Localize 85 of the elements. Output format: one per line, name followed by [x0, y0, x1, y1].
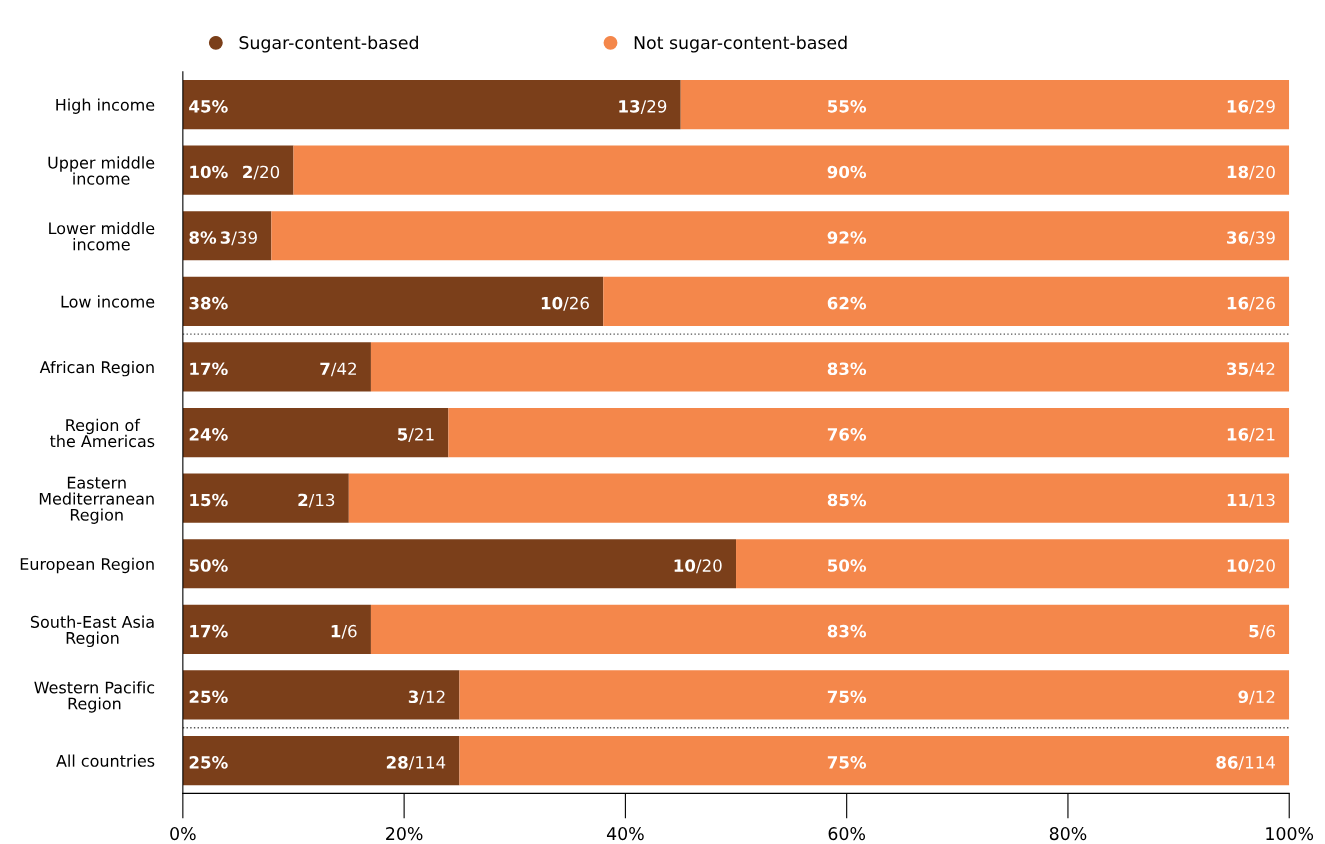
legend-label: Sugar-content-based [239, 35, 418, 53]
annotation: 5/21 [397, 428, 434, 442]
annotation: 2/13 [298, 493, 335, 508]
y-tick-label: Low income [61, 295, 155, 308]
annotation: 1/6 [331, 624, 357, 639]
bar [182, 473, 349, 523]
annotation: 10/20 [1227, 559, 1275, 574]
data-label: 15% [190, 493, 228, 507]
x-tick-label: 60% [828, 827, 866, 841]
bar [680, 79, 1290, 130]
data-label: 50% [189, 559, 228, 572]
bar [182, 604, 371, 654]
y-tick-label: European Region [20, 557, 154, 574]
x-tick-label: 0% [170, 827, 196, 841]
bar [182, 670, 460, 720]
annotation: 5/6 [1249, 624, 1275, 639]
annotation: 36/39 [1227, 231, 1275, 246]
data-label: 92% [827, 231, 867, 244]
data-label: 25% [189, 690, 228, 704]
data-label: 83% [827, 624, 867, 638]
data-label: 90% [827, 165, 867, 179]
y-tick-label: Western Pacific Region [34, 681, 155, 713]
bar [182, 276, 604, 326]
annotation: 3/12 [408, 690, 445, 705]
annotation: 3/39 [220, 231, 257, 246]
bar [182, 735, 460, 786]
annotation: 10/26 [541, 296, 589, 311]
data-label: 76% [827, 428, 867, 441]
annotation: 16/26 [1227, 296, 1275, 311]
bar [370, 604, 1290, 654]
data-label: 38% [189, 296, 228, 310]
data-label: 25% [189, 756, 228, 769]
data-label: 24% [189, 428, 228, 441]
data-label: 10% [190, 165, 228, 179]
data-label: 45% [189, 100, 228, 113]
data-label: 62% [827, 296, 867, 310]
annotation: 2/20 [243, 165, 280, 180]
annotation: 16/21 [1227, 428, 1275, 442]
y-tick-label: Region of the Americas [50, 418, 155, 448]
data-label: 85% [827, 493, 867, 507]
data-label: 55% [828, 100, 867, 113]
y-tick-label: Lower middle income [49, 221, 155, 251]
data-label: 17% [190, 624, 228, 638]
data-label: 8% [189, 231, 217, 244]
x-tick-label: 80% [1049, 827, 1087, 841]
bar [182, 145, 294, 195]
bar [182, 342, 371, 392]
annotation: 11/13 [1227, 493, 1275, 508]
data-label: 75% [827, 756, 867, 769]
data-label: 50% [828, 559, 867, 572]
bar [348, 473, 1290, 523]
y-tick-label: Upper middle income [48, 156, 155, 185]
bar [459, 735, 1290, 786]
y-tick-label: South-East Asia Region [30, 615, 154, 648]
bar [182, 407, 449, 458]
data-label: 17% [190, 362, 228, 376]
annotation: 18/20 [1227, 165, 1275, 180]
x-tick-label: 20% [386, 827, 423, 841]
y-tick-label: African Region [39, 360, 154, 377]
bar [182, 79, 681, 130]
annotation: 16/29 [1227, 100, 1275, 114]
y-tick-label: High income [56, 98, 155, 114]
annotation: 9/12 [1238, 690, 1275, 705]
annotation: 86/114 [1216, 756, 1276, 770]
bar [370, 342, 1290, 392]
bar [459, 670, 1290, 720]
legend-label: Not sugar-content-based [634, 35, 847, 53]
bar [448, 407, 1290, 458]
bar [293, 145, 1290, 195]
data-label: 83% [827, 362, 867, 376]
bar [271, 211, 1290, 261]
bar [182, 211, 272, 261]
annotation: 28/114 [386, 756, 446, 770]
y-tick-label: All countries [56, 754, 155, 767]
annotation: 35/42 [1227, 362, 1275, 377]
bar [736, 539, 1290, 589]
bar [182, 539, 737, 589]
x-tick-label: 100% [1266, 827, 1314, 841]
annotation: 7/42 [320, 362, 356, 377]
annotation: 13/29 [619, 100, 667, 114]
data-label: 75% [827, 690, 867, 704]
bar [603, 276, 1290, 326]
annotation: 10/20 [674, 559, 722, 574]
x-tick-label: 40% [606, 827, 644, 841]
y-tick-label: Eastern Mediterranean Region [39, 476, 154, 524]
